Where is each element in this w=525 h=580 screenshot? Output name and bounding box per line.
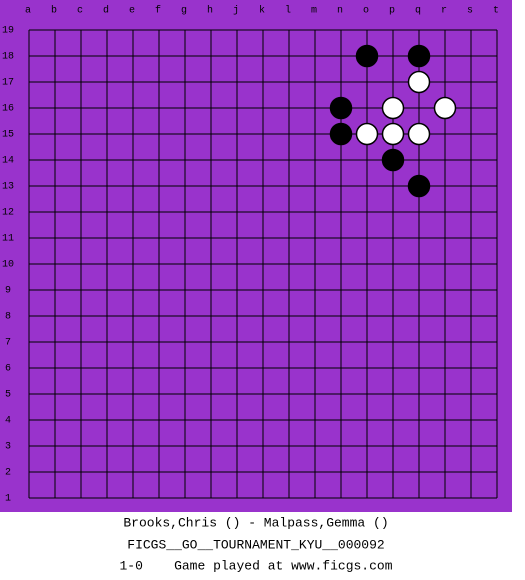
column-label: e <box>129 6 135 17</box>
row-label: 2 <box>5 468 11 479</box>
row-label: 6 <box>5 364 11 375</box>
white-stone <box>381 122 405 146</box>
row-label: 9 <box>5 286 11 297</box>
black-stone <box>407 44 431 68</box>
row-label: 4 <box>5 416 11 427</box>
white-stone <box>433 96 457 120</box>
event: FICGS__GO__TOURNAMENT_KYU__000092 <box>127 537 384 552</box>
column-label: q <box>415 6 421 17</box>
row-label: 10 <box>2 260 14 271</box>
column-label: d <box>103 5 109 17</box>
column-label: p <box>389 6 395 17</box>
result-line: 1-0 Game played at www.ficgs.com <box>119 558 392 573</box>
column-label: t <box>493 6 499 17</box>
column-label: c <box>77 6 83 17</box>
row-label: 11 <box>2 234 14 245</box>
players: Brooks,Chris () - Malpass,Gemma () <box>123 515 388 530</box>
column-label: b <box>51 5 57 17</box>
row-label: 16 <box>2 104 14 115</box>
black-stone <box>381 148 405 172</box>
row-label: 18 <box>2 52 14 63</box>
white-stone <box>407 122 431 146</box>
row-label: 5 <box>5 390 11 401</box>
column-label: r <box>441 6 447 17</box>
column-label: a <box>25 6 31 17</box>
row-label: 7 <box>5 338 11 349</box>
column-label: m <box>311 6 317 17</box>
column-label: n <box>337 6 343 17</box>
board-background <box>0 0 512 512</box>
column-label: s <box>467 6 473 17</box>
white-stone <box>407 70 431 94</box>
row-label: 1 <box>5 494 11 505</box>
column-label: k <box>259 5 265 17</box>
black-stone <box>329 122 353 146</box>
row-label: 12 <box>2 208 14 219</box>
column-label: g <box>181 6 187 17</box>
white-stone <box>381 96 405 120</box>
row-label: 13 <box>2 182 14 193</box>
white-stone <box>355 122 379 146</box>
column-label: h <box>207 5 213 17</box>
row-label: 14 <box>2 156 14 167</box>
column-label: j <box>233 5 239 17</box>
black-stone <box>355 44 379 68</box>
black-stone <box>329 96 353 120</box>
black-stone <box>407 174 431 198</box>
row-label: 3 <box>5 442 11 453</box>
row-label: 8 <box>5 312 11 323</box>
row-label: 15 <box>2 130 14 141</box>
column-label: l <box>285 5 291 17</box>
column-label: o <box>363 6 369 17</box>
row-label: 19 <box>2 26 14 37</box>
column-label: f <box>155 5 161 17</box>
row-label: 17 <box>2 78 14 89</box>
